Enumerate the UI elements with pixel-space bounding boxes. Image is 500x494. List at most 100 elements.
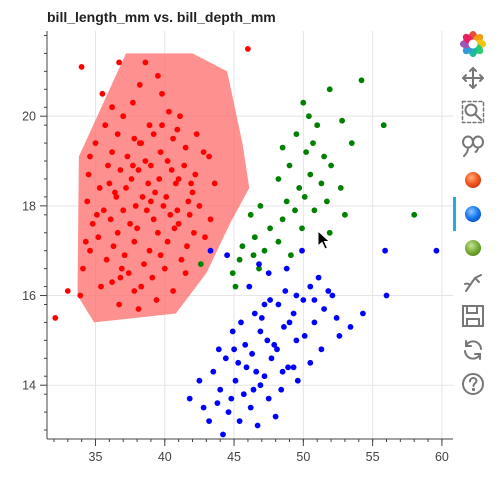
blue-point [240,391,247,398]
blue-point [246,283,253,290]
x-tick-label: 55 [366,450,380,464]
red-point [112,189,118,196]
red-point [156,176,163,182]
blue-point [228,395,235,402]
red-point [136,81,143,88]
green-point [411,211,418,218]
blue-point [251,310,258,317]
blue-point [258,315,265,321]
red-point [192,171,199,178]
blue-point [286,319,293,326]
red-point [164,158,171,164]
green-point [326,229,333,236]
blue-point [299,247,305,254]
green-point [279,144,286,151]
red-point [173,180,179,187]
legend-blue-circle-icon[interactable] [457,198,489,230]
blue-point [382,247,388,254]
blue-point [321,306,327,312]
bokeh-logo-icon[interactable] [457,28,489,60]
reset-tool-icon[interactable] [457,334,489,366]
red-point [178,256,185,263]
blue-point [311,319,318,326]
save-tool-icon[interactable] [457,300,489,332]
x-tick-label: 40 [158,450,172,464]
blue-point [336,333,343,339]
blue-point [229,328,236,335]
blue-point [247,404,254,411]
red-point [98,283,104,290]
y-tick-label: 14 [22,379,36,393]
red-point [152,189,159,196]
blue-point [383,292,390,299]
blue-point [217,386,224,393]
wheel-zoom-tool-icon[interactable] [457,266,489,298]
blue-point [272,413,279,420]
blue-point [271,341,278,348]
red-point [130,99,136,106]
red-point [135,306,142,312]
green-point [293,131,300,138]
green-point [300,99,307,106]
red-point [182,144,189,151]
red-point [211,180,218,187]
blue-point [254,422,261,429]
active-tool-indicator [453,197,456,231]
blue-point [250,386,257,393]
legend-red-circle-icon[interactable] [457,164,489,196]
red-point [134,225,141,232]
help-tool-icon[interactable] [457,368,489,400]
blue-point [243,364,250,371]
red-point [107,216,114,223]
blue-point [301,333,308,339]
blue-point [215,346,222,353]
blue-point [268,355,275,362]
blue-point [224,252,231,259]
red-point [191,229,197,236]
red-point [130,162,136,169]
red-point [136,140,143,147]
blue-point [210,368,217,375]
blue-point [257,328,264,335]
green-point [310,140,316,147]
pan-tool-icon[interactable] [457,62,489,94]
x-tick-label: 35 [89,450,103,464]
green-point [251,234,258,241]
green-point [279,216,286,223]
red-point [127,220,133,227]
blue-point [231,346,238,353]
green-point [267,225,273,232]
red-point [170,288,177,294]
blue-point [253,368,260,375]
green-point [275,176,282,182]
green-point [236,256,243,263]
red-point [157,252,164,259]
blue-point [307,359,314,366]
red-point [109,279,115,285]
blue-point [214,400,221,406]
red-point [175,220,182,227]
blue-point [285,364,291,371]
green-point [292,207,298,214]
green-point [283,198,290,205]
blue-point [220,431,226,438]
green-point [250,252,257,259]
blue-point [264,337,271,344]
lasso-select-tool-icon[interactable] [457,130,489,162]
red-point [78,64,85,70]
red-point [171,225,178,232]
y-tick-label: 16 [22,289,36,303]
green-point [296,185,303,191]
red-point [150,131,157,138]
legend-green-circle-icon[interactable] [457,232,489,264]
box-zoom-tool-icon[interactable] [457,96,489,128]
red-point [114,131,121,138]
blue-point [225,409,232,415]
red-point [184,243,190,250]
red-point [109,149,115,156]
green-point [301,194,308,200]
red-point [168,167,175,173]
green-point [232,283,239,290]
